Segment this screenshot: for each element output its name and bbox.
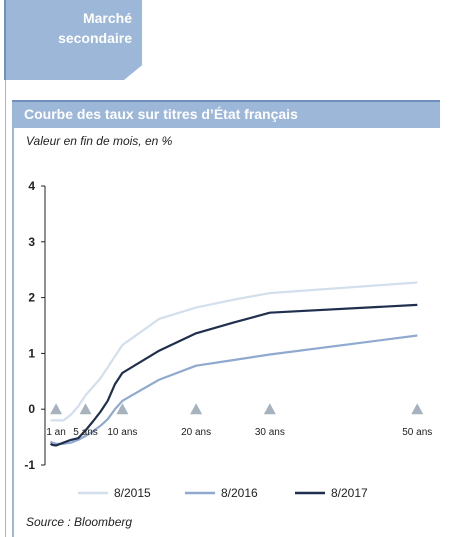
chart-title-bar: Courbe des taux sur titres d’État frança… <box>14 102 440 128</box>
x-tick-label: 20 ans <box>181 427 211 438</box>
y-tick-label: 3 <box>28 235 35 249</box>
x-tick-marker <box>190 403 203 415</box>
x-tick-label: 1 an <box>46 427 65 438</box>
tab-corner-notch <box>124 62 146 80</box>
x-tick-label: 5 ans <box>73 427 97 438</box>
chart-subtitle: Valeur en fin de mois, en % <box>26 134 173 148</box>
x-tick-marker <box>79 403 92 415</box>
frame-left-border <box>5 80 6 537</box>
panel-top-border <box>12 100 440 102</box>
series-line-8-2015 <box>50 281 418 422</box>
chart-source: Source : Bloomberg <box>26 515 133 529</box>
y-tick-label: -1 <box>24 458 35 472</box>
y-tick-label: 2 <box>28 291 35 305</box>
y-tick-label: 1 <box>28 346 35 360</box>
x-tick-marker <box>263 403 276 415</box>
x-tick-marker <box>50 403 63 415</box>
x-tick-label: 50 ans <box>402 427 432 438</box>
section-tab-line1: Marché <box>82 10 132 26</box>
y-tick-label: 0 <box>28 402 35 416</box>
x-tick-label: 10 ans <box>107 427 137 438</box>
y-tick-label: 4 <box>28 179 35 193</box>
section-tab-line2: secondaire <box>58 30 132 46</box>
chart-title: Courbe des taux sur titres d’État frança… <box>24 106 298 122</box>
x-tick-marker <box>411 403 424 415</box>
legend-label: 8/2016 <box>221 486 258 500</box>
x-tick-label: 30 ans <box>255 427 285 438</box>
series-line-8-2017 <box>49 303 418 447</box>
series-line-8-2016 <box>49 334 418 445</box>
section-tab[interactable]: Marché secondaire <box>4 0 146 80</box>
x-tick-marker <box>116 403 129 415</box>
section-tab-label: Marché secondaire <box>58 8 132 48</box>
panel-left-border <box>12 100 14 537</box>
legend-label: 8/2017 <box>331 486 368 500</box>
legend-label: 8/2015 <box>114 486 151 500</box>
